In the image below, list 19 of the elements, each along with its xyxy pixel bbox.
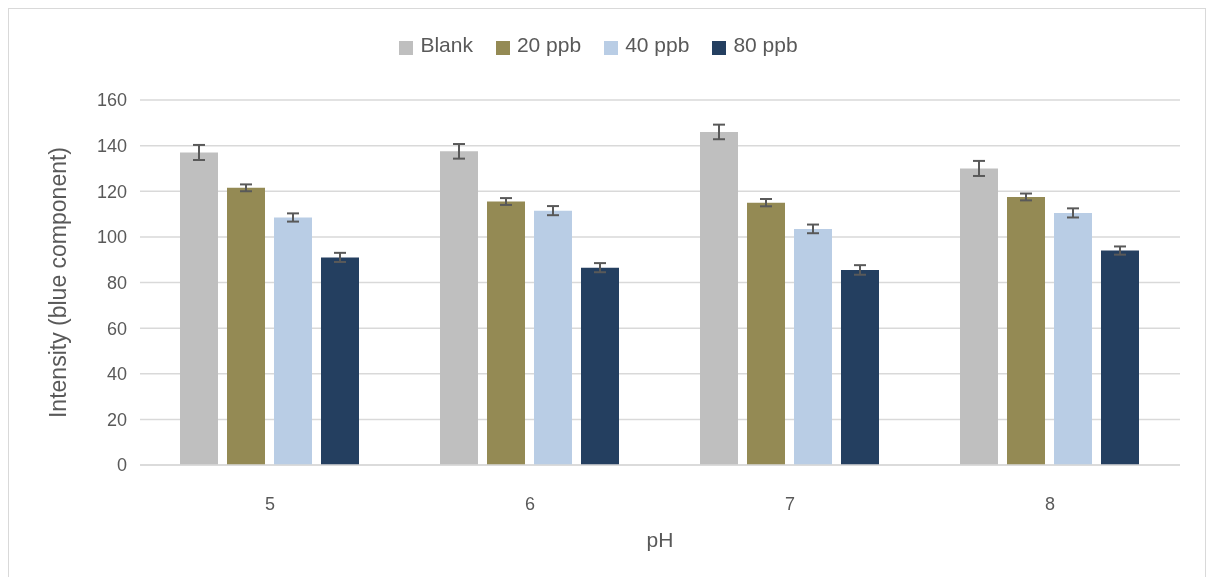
y-axis-title: Intensity (blue component)	[45, 146, 72, 419]
legend-label: 80 ppb	[733, 33, 798, 56]
legend-label: Blank	[420, 33, 473, 56]
y-tick-label: 160	[96, 90, 127, 111]
y-tick-label: 40	[106, 364, 127, 385]
x-tick-label: 7	[784, 493, 796, 514]
y-tick-label: 120	[96, 181, 127, 202]
legend-label: 20 ppb	[516, 33, 582, 56]
y-tick-label: 80	[106, 272, 127, 293]
x-tick-label: 8	[1044, 493, 1056, 514]
x-tick-label: 6	[524, 493, 536, 514]
y-tick-label: 100	[96, 227, 127, 248]
legend-label: 40 ppb	[625, 33, 690, 56]
y-tick-label: 60	[106, 318, 127, 339]
y-tick-label: 20	[106, 409, 127, 430]
y-tick-label: 140	[96, 136, 127, 157]
x-tick-label: 5	[264, 493, 276, 514]
y-tick-label: 0	[116, 455, 127, 476]
x-axis-title: pH	[646, 528, 674, 551]
